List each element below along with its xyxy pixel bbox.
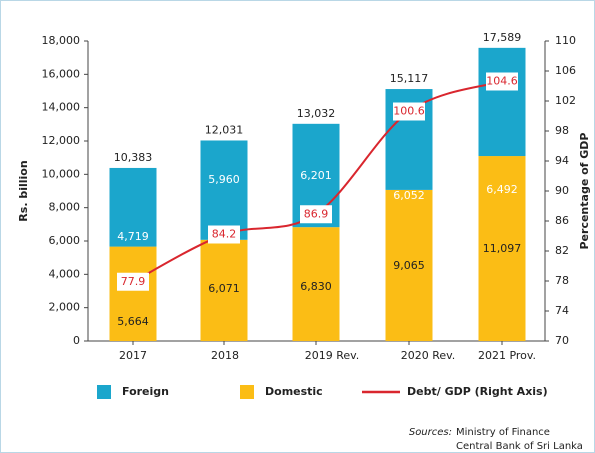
bar-domestic bbox=[292, 227, 340, 341]
bar-domestic bbox=[200, 239, 248, 341]
y-tick-label: 18,000 bbox=[42, 34, 81, 47]
y-tick-label: 2,000 bbox=[49, 301, 81, 314]
x-tick-label: 2017 bbox=[119, 349, 147, 362]
total-label: 13,032 bbox=[297, 107, 336, 120]
bar-foreign bbox=[478, 47, 526, 157]
total-label: 12,031 bbox=[205, 123, 244, 136]
bar-domestic bbox=[385, 189, 433, 341]
y2-tick-label: 106 bbox=[555, 64, 576, 77]
y2-tick-label: 94 bbox=[555, 154, 569, 167]
legend-label: Domestic bbox=[265, 385, 323, 398]
x-tick-label: 2018 bbox=[211, 349, 239, 362]
y2-tick-label: 86 bbox=[555, 214, 569, 227]
domestic-label: 6,071 bbox=[208, 282, 240, 295]
line-label-box bbox=[486, 72, 518, 91]
domestic-label: 9,065 bbox=[393, 259, 425, 272]
foreign-label: 6,492 bbox=[486, 183, 518, 196]
line-label-box bbox=[117, 272, 149, 291]
foreign-label: 5,960 bbox=[208, 173, 240, 186]
foreign-label: 4,719 bbox=[117, 230, 149, 243]
foreign-label: 6,052 bbox=[393, 189, 425, 202]
domestic-label: 6,830 bbox=[300, 280, 332, 293]
y2-tick-label: 70 bbox=[555, 334, 569, 347]
bar-domestic bbox=[478, 156, 526, 341]
x-tick-label: 2020 Rev. bbox=[401, 349, 456, 362]
bar-domestic bbox=[109, 246, 157, 341]
line-label: 86.9 bbox=[304, 207, 329, 220]
total-label: 15,117 bbox=[390, 72, 429, 85]
y2-axis-label: Percentage of GDP bbox=[578, 133, 591, 250]
y-tick-label: 14,000 bbox=[42, 101, 81, 114]
line-label-box bbox=[393, 102, 425, 121]
y-tick-label: 16,000 bbox=[42, 67, 81, 80]
y2-tick-label: 98 bbox=[555, 124, 569, 137]
y-tick-label: 4,000 bbox=[49, 267, 81, 280]
total-label: 10,383 bbox=[114, 151, 153, 164]
y-tick-label: 6,000 bbox=[49, 234, 81, 247]
line-label-box bbox=[208, 225, 240, 244]
domestic-label: 5,664 bbox=[117, 315, 149, 328]
foreign-label: 6,201 bbox=[300, 169, 332, 182]
legend-swatch bbox=[240, 385, 254, 399]
line-label: 77.9 bbox=[121, 275, 146, 288]
bar-foreign bbox=[109, 167, 157, 247]
y2-tick-label: 102 bbox=[555, 94, 576, 107]
legend-label: Foreign bbox=[122, 385, 169, 398]
legend-swatch bbox=[97, 385, 111, 399]
sources-label: Sources: bbox=[409, 427, 452, 438]
legend-label: Debt/ GDP (Right Axis) bbox=[407, 385, 548, 398]
y2-tick-label: 78 bbox=[555, 274, 569, 287]
line-label-box bbox=[300, 205, 332, 224]
y-tick-label: 10,000 bbox=[42, 167, 81, 180]
bar-foreign bbox=[200, 140, 248, 240]
x-tick-label: 2019 Rev. bbox=[305, 349, 360, 362]
domestic-label: 11,097 bbox=[483, 242, 522, 255]
total-label: 17,589 bbox=[483, 31, 522, 44]
y-tick-label: 0 bbox=[73, 334, 80, 347]
line-label: 84.2 bbox=[212, 228, 237, 241]
y-axis-label: Rs. billion bbox=[17, 160, 30, 221]
y2-tick-label: 110 bbox=[555, 34, 576, 47]
line-label: 104.6 bbox=[486, 75, 518, 88]
y2-tick-label: 74 bbox=[555, 304, 569, 317]
line-label: 100.6 bbox=[393, 105, 425, 118]
y2-tick-label: 82 bbox=[555, 244, 569, 257]
sources-line: Central Bank of Sri Lanka bbox=[456, 441, 583, 452]
sources-line: Ministry of Finance bbox=[456, 427, 550, 438]
x-tick-label: 2021 Prov. bbox=[478, 349, 536, 362]
y-tick-label: 12,000 bbox=[42, 134, 81, 147]
y2-tick-label: 90 bbox=[555, 184, 569, 197]
y-tick-label: 8,000 bbox=[49, 201, 81, 214]
